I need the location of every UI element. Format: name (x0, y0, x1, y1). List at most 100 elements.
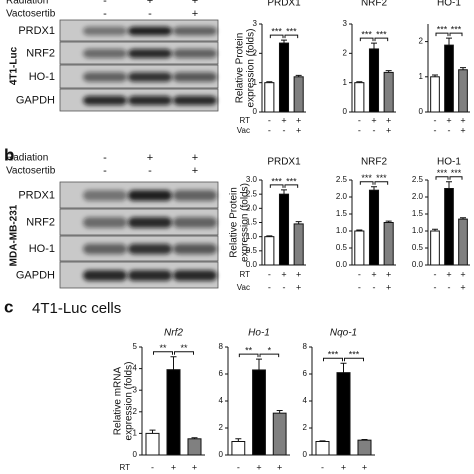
y-tick-label: 3.0 (246, 175, 258, 184)
error-bar (385, 70, 392, 73)
significance-bracket (259, 353, 280, 358)
y-tick-label: 8 (219, 342, 224, 351)
x-tick-label: + (277, 462, 282, 472)
x-tick-label: - (268, 115, 271, 125)
y-tick-label: 4 (219, 396, 224, 405)
y-tick-label: 1 (343, 78, 348, 87)
y-tick-label: 2.5 (336, 175, 348, 184)
bar (458, 218, 468, 266)
y-tick-label: 3 (133, 385, 138, 394)
x-tick-label: - (283, 282, 286, 292)
x-tick-label: - (321, 462, 324, 472)
y-tick-label: 4 (133, 364, 138, 373)
panel-label: b (4, 145, 14, 164)
x-tick-label: + (460, 269, 465, 279)
bar (336, 372, 351, 456)
significance-bracket (344, 357, 364, 362)
x-tick-label: - (237, 462, 240, 472)
treatment-sign: - (103, 152, 107, 164)
error-bar (356, 81, 363, 83)
significance-bracket (323, 357, 343, 362)
error-bar (432, 228, 438, 231)
significance-label: *** (286, 27, 297, 37)
x-tick-label: - (283, 125, 286, 135)
significance-bracket (269, 34, 284, 39)
y-tick-label: 1.0 (246, 232, 258, 241)
bar (368, 189, 380, 266)
x-tick-label: + (296, 269, 301, 279)
error-bar (149, 429, 156, 434)
error-bar (460, 217, 466, 220)
x-tick-label: + (171, 462, 176, 472)
y-tick-label: 0 (343, 107, 348, 116)
treatment-sign: - (103, 8, 107, 20)
y-tick-label: 1.0 (412, 226, 424, 235)
y-tick-label: 2 (253, 48, 258, 57)
y-tick-label: 4 (303, 396, 308, 405)
blot-band (128, 48, 172, 59)
x-tick-label: + (362, 462, 367, 472)
significance-label: *** (451, 168, 462, 178)
y-tick-label: 0.5 (246, 246, 258, 255)
blot-band (83, 95, 127, 106)
y-tick-label: 2 (419, 37, 424, 46)
blot-band (128, 95, 172, 106)
bar (430, 76, 440, 113)
error-bar (170, 356, 177, 370)
chart-title: NRF2 (361, 0, 388, 9)
error-bar (266, 235, 273, 237)
y-axis-label: Relative Protein (229, 187, 240, 258)
x-tick-label: + (386, 269, 391, 279)
bar (166, 369, 181, 456)
significance-label: *** (328, 350, 339, 360)
x-tick-label: + (446, 269, 451, 279)
treatment-label: Vactosertib (6, 9, 56, 20)
bar (293, 76, 304, 113)
x-tick-label: - (268, 282, 271, 292)
x-tick-label: + (446, 115, 451, 125)
x-tick-label: - (358, 269, 361, 279)
chart-title: Nrf2 (164, 328, 183, 339)
y-tick-label: 2 (133, 407, 138, 416)
blot-band (83, 26, 127, 36)
blot-band (128, 190, 172, 201)
significance-bracket (238, 353, 259, 358)
x-tick-label: + (386, 282, 391, 292)
x-row-label: RT (239, 116, 250, 125)
y-tick-label: 2.0 (246, 203, 258, 212)
bar (354, 230, 365, 266)
x-tick-label: + (281, 269, 286, 279)
blot-band (83, 48, 127, 59)
bar (458, 69, 468, 113)
significance-bracket (374, 37, 389, 42)
y-tick-label: 2.0 (412, 192, 424, 201)
error-bar (256, 358, 262, 370)
x-tick-label: - (434, 115, 437, 125)
blot-band (128, 72, 172, 82)
bar (315, 441, 330, 456)
bar (145, 432, 160, 456)
bar (383, 222, 394, 266)
x-tick-label: + (460, 282, 465, 292)
y-tick-label: 0 (253, 107, 258, 116)
significance-bracket (284, 34, 299, 39)
blot-band (173, 270, 217, 281)
significance-bracket (174, 351, 194, 355)
significance-label: *** (437, 24, 448, 34)
error-bar (446, 37, 452, 46)
cell-line-label: MDA-MB-231 (9, 204, 20, 266)
blot-band (173, 243, 217, 255)
error-bar (281, 189, 287, 195)
x-tick-label: + (296, 115, 301, 125)
y-tick-label: 2.5 (412, 175, 424, 184)
chart-title: PRDX1 (267, 157, 301, 168)
significance-label: *** (271, 176, 282, 186)
blot-row-label: PRDX1 (18, 189, 55, 201)
y-axis-label: expression (folds) (124, 362, 135, 441)
error-bar (276, 409, 283, 414)
y-tick-label: 2 (303, 423, 308, 432)
significance-bracket (374, 181, 389, 185)
error-bar (191, 437, 198, 439)
y-axis-label: Relative Protein (235, 33, 246, 104)
treatment-sign: + (192, 152, 198, 164)
